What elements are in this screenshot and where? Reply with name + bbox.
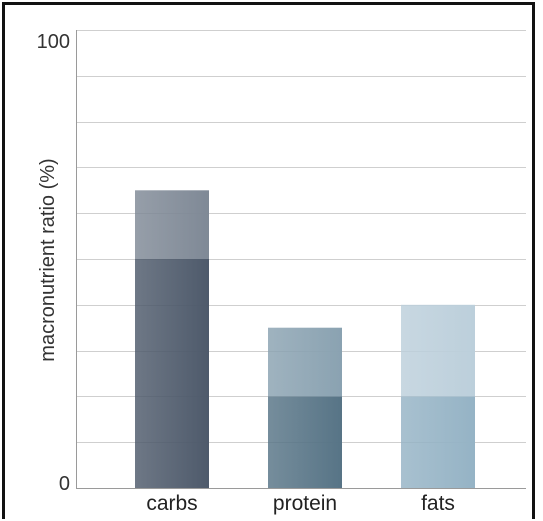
bar-carbs-segment-2	[135, 190, 209, 259]
x-tick-label-carbs: carbs	[146, 492, 197, 515]
y-tick-label-min: 0	[59, 473, 70, 495]
y-tick-label-max: 100	[37, 31, 70, 53]
bar-protein-segment-1	[268, 396, 342, 488]
bar-protein-segment-2	[268, 327, 342, 397]
x-tick-label-fats: fats	[421, 492, 455, 515]
bar-fats-segment-2	[401, 304, 475, 397]
bar-carbs-segment-1	[135, 259, 209, 488]
bars	[135, 190, 475, 488]
x-tick-label-protein: protein	[273, 492, 337, 515]
bar-fats-segment-1	[401, 396, 475, 488]
y-axis-label: macronutrient ratio (%)	[37, 158, 59, 361]
x-tick-labels: carbs protein fats	[146, 492, 455, 515]
